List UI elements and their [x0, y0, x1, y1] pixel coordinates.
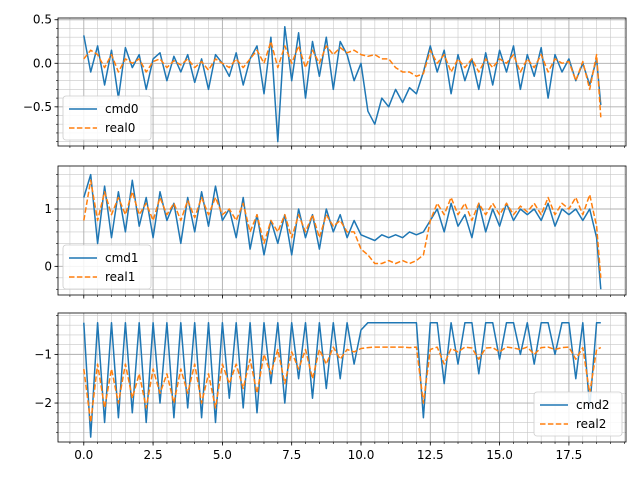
legend-1: cmd1 real1 — [62, 244, 152, 290]
x-tick-label: 15.0 — [486, 448, 513, 462]
series-line-real1 — [83, 179, 602, 278]
series-line-real0 — [83, 40, 602, 118]
legend-box — [533, 391, 623, 437]
legend-label-real2: real2 — [576, 417, 606, 431]
y-tick-label: 0.0 — [33, 56, 52, 70]
legend-0: cmd0 real0 — [62, 95, 152, 141]
series-line-real2 — [83, 346, 602, 424]
subplot-0: −0.5 0.0 0.5 cmd0 real0 — [23, 13, 627, 150]
legend-label-cmd1: cmd1 — [105, 251, 139, 265]
axes-frame-0 — [57, 17, 627, 147]
axes-frame-2 — [57, 312, 627, 443]
series-line-cmd0 — [83, 25, 602, 143]
axes-frame-1 — [57, 165, 627, 296]
x-tick-label: 7.5 — [282, 448, 301, 462]
y-tick-label: 0 — [44, 259, 52, 273]
y-tick-label: −0.5 — [23, 100, 52, 114]
x-tick-label: 5.0 — [213, 448, 232, 462]
x-tick-label: 0.0 — [74, 448, 93, 462]
legend-2: cmd2 real2 — [533, 391, 623, 437]
y-tick-label: −1 — [34, 347, 52, 361]
x-tick-label: 17.5 — [556, 448, 583, 462]
x-tick-label: 12.5 — [417, 448, 444, 462]
series-line-cmd2 — [83, 321, 601, 438]
legend-label-real0: real0 — [105, 121, 135, 135]
grid-1 — [58, 166, 626, 295]
legend-label-real1: real1 — [105, 270, 135, 284]
x-tick-label: 10.0 — [348, 448, 375, 462]
legend-label-cmd0: cmd0 — [105, 102, 139, 116]
legend-box — [62, 95, 152, 141]
legend-label-cmd2: cmd2 — [576, 398, 610, 412]
subplot-2: 0.0 2.5 5.0 7.5 10.0 12.5 15.0 17.5 −2 −1 cmd2 real… — [34, 312, 627, 462]
y-tick-label: 0.5 — [33, 13, 52, 27]
grid-2 — [58, 313, 626, 442]
legend-box — [62, 244, 152, 290]
x-tick-label: 2.5 — [144, 448, 163, 462]
subplot-1: 0 1 cmd1 real1 — [44, 165, 627, 299]
y-tick-label: −2 — [34, 396, 52, 410]
y-tick-label: 1 — [44, 202, 52, 216]
